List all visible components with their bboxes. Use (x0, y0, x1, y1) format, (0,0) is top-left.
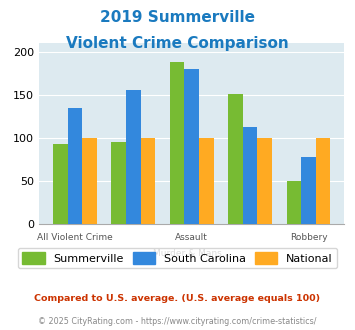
Legend: Summerville, South Carolina, National: Summerville, South Carolina, National (18, 248, 337, 268)
Bar (141, 138, 155, 224)
Bar (82, 138, 97, 224)
Bar (301, 157, 316, 224)
Text: Robbery: Robbery (290, 233, 327, 242)
Bar (111, 142, 126, 224)
Text: Assault: Assault (175, 233, 208, 242)
Bar (53, 144, 67, 224)
Text: Murder & Mans...: Murder & Mans... (153, 249, 230, 258)
Text: 2019 Summerville: 2019 Summerville (100, 10, 255, 25)
Bar (286, 181, 301, 224)
Text: © 2025 CityRating.com - https://www.cityrating.com/crime-statistics/: © 2025 CityRating.com - https://www.city… (38, 317, 317, 326)
Bar (257, 138, 272, 224)
Bar (316, 138, 331, 224)
Bar (184, 69, 199, 224)
Text: All Violent Crime: All Violent Crime (37, 233, 113, 242)
Text: Compared to U.S. average. (U.S. average equals 100): Compared to U.S. average. (U.S. average … (34, 294, 321, 303)
Bar (126, 89, 141, 224)
Bar (170, 62, 184, 224)
Bar (228, 94, 243, 224)
Bar (243, 127, 257, 224)
Text: Violent Crime Comparison: Violent Crime Comparison (66, 36, 289, 51)
Bar (67, 108, 82, 224)
Bar (199, 138, 214, 224)
